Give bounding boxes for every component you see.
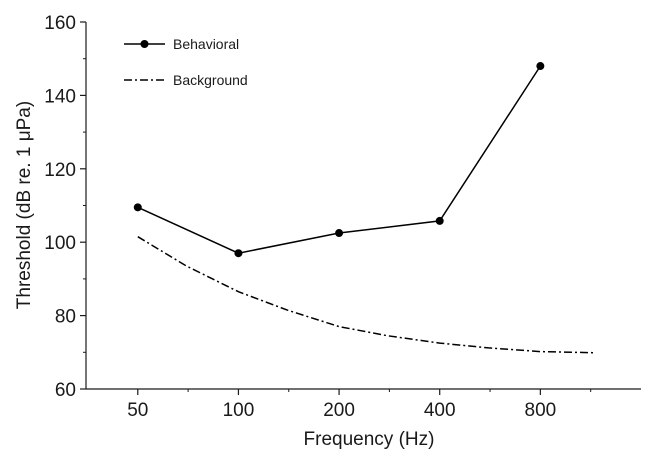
point-behavioral-200: [335, 229, 344, 238]
plot-area: 60 80 100 120 140 160 50 100 200 400 800: [44, 13, 641, 421]
series-line-background: [137, 236, 594, 354]
y-tick-label-100: 100: [44, 233, 76, 254]
x-tick-label-50: 50: [127, 400, 148, 421]
x-axis-label: Frequency (Hz): [304, 429, 435, 450]
x-tick-label-800: 800: [525, 400, 557, 421]
y-tick-label-160: 160: [44, 13, 76, 34]
point-behavioral-100: [234, 249, 243, 258]
legend-marker-behavioral: [140, 40, 149, 48]
legend-label-behavioral: Behavioral: [173, 36, 239, 52]
y-tick-label-80: 80: [55, 307, 76, 328]
point-behavioral-800: [536, 62, 545, 71]
y-tick-label-140: 140: [44, 86, 76, 107]
point-behavioral-400: [435, 216, 444, 225]
series-layer: [133, 62, 594, 354]
y-axis-label: Threshold (dB re. 1 μPa): [14, 101, 35, 309]
y-axis-ticks: 60 80 100 120 140 160: [44, 13, 86, 401]
y-tick-label-120: 120: [44, 160, 76, 181]
x-tick-label-400: 400: [424, 400, 456, 421]
x-tick-label-100: 100: [223, 400, 255, 421]
x-tick-label-200: 200: [323, 400, 355, 421]
series-line-behavioral: [137, 65, 542, 254]
y-tick-label-60: 60: [55, 380, 76, 401]
x-axis-ticks: 50 100 200 400 800: [127, 389, 592, 421]
legend-label-background: Background: [173, 72, 248, 88]
legend: Behavioral Background: [124, 36, 248, 88]
point-behavioral-50: [133, 203, 142, 212]
